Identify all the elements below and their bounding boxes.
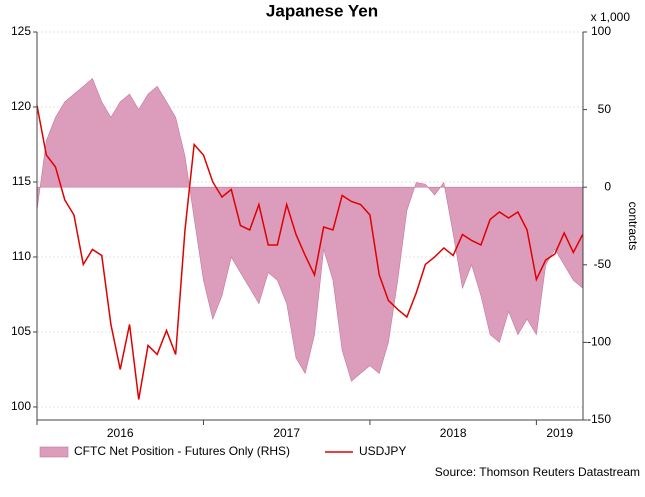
- y2-axis-label: contracts: [626, 202, 640, 251]
- y2-tick-label: -150: [587, 412, 611, 426]
- y-tick-label: 120: [11, 99, 31, 113]
- y-tick-label: 105: [11, 324, 31, 338]
- line: [36, 105, 584, 400]
- legend-label: USDJPY: [359, 444, 406, 458]
- chart-title: Japanese Yen: [266, 1, 378, 20]
- x-tick-label: 2019: [546, 426, 573, 440]
- x-tick-label: 2016: [107, 426, 134, 440]
- y2-tick-label: -50: [594, 257, 612, 271]
- x-tick-label: 2017: [273, 426, 300, 440]
- y-tick-label: 125: [11, 24, 31, 38]
- legend-label: CFTC Net Position - Futures Only (RHS): [74, 444, 290, 458]
- y2-tick-label: 50: [598, 102, 612, 116]
- y2-tick-label: 0: [604, 179, 611, 193]
- area: [36, 78, 583, 382]
- y2-tick-label: -100: [587, 335, 611, 349]
- y-tick-label: 100: [11, 399, 31, 413]
- legend-swatch: [39, 446, 69, 458]
- y2-unit: x 1,000: [591, 10, 631, 24]
- y-tick-label: 115: [12, 174, 31, 188]
- source: Source: Thomson Reuters Datastream: [435, 465, 640, 479]
- y-tick-label: 110: [12, 249, 31, 263]
- y2-tick-label: 100: [591, 24, 611, 38]
- x-tick-label: 2018: [440, 426, 467, 440]
